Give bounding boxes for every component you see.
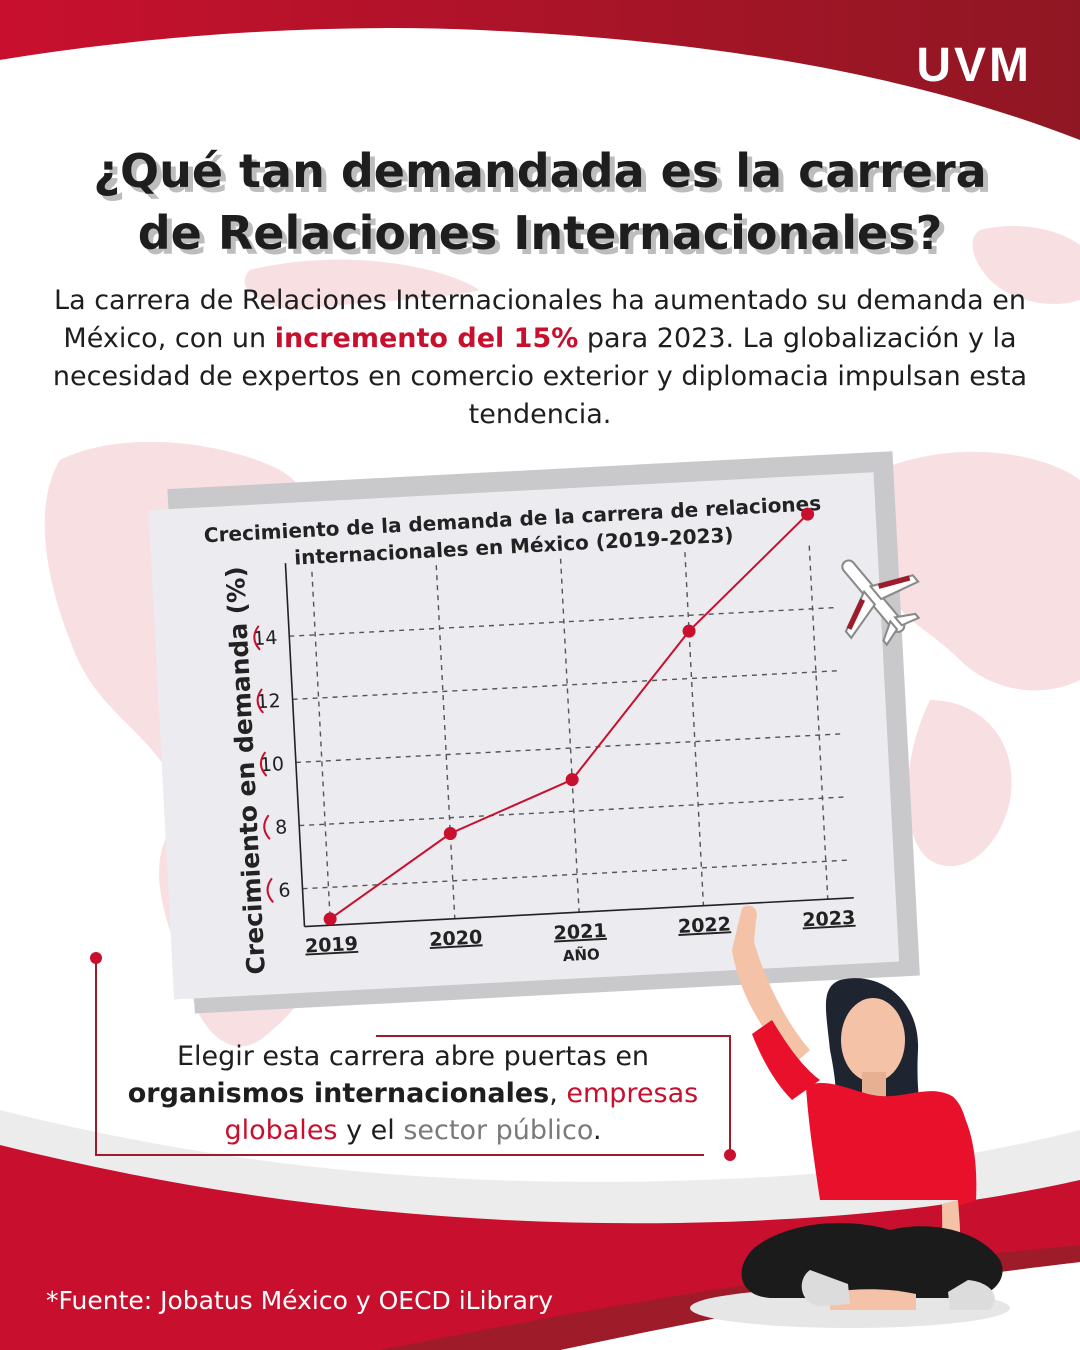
y-tick-bracket-8 xyxy=(263,814,271,840)
callout-red: empresas globales xyxy=(224,1078,699,1146)
y-tick-label-12: 12 xyxy=(256,690,281,713)
y-tick-bracket-14 xyxy=(253,625,261,651)
grid-line-x-2020 xyxy=(435,565,456,919)
grid-line-y-6 xyxy=(302,859,852,890)
callout-line-1: Elegir esta carrera abre puertas en xyxy=(176,1041,650,1072)
woman-pointing-illustration xyxy=(690,905,1010,1328)
grid-line-y-10 xyxy=(295,732,846,764)
data-point-2023 xyxy=(801,507,815,521)
y-axis-line xyxy=(284,563,306,927)
data-point-2022 xyxy=(682,624,696,638)
source-footnote: *Fuente: Jobatus México y OECD iLibrary xyxy=(46,1286,554,1315)
uvm-logo: UVM xyxy=(916,39,1032,92)
y-tick-label-14: 14 xyxy=(253,627,278,650)
grid-line-x-2022 xyxy=(684,552,705,906)
callout-end: . xyxy=(592,1115,602,1146)
x-tick-label-2023: 2023 xyxy=(802,907,856,932)
y-tick-bracket-12 xyxy=(256,688,265,714)
x-tick-label-2021: 2021 xyxy=(553,920,607,945)
x-axis-line xyxy=(304,897,854,928)
intro-highlight: incremento del 15% xyxy=(274,323,579,354)
callout-sep-1: , xyxy=(549,1078,567,1109)
callout-bold: organismos internacionales xyxy=(127,1078,550,1109)
y-tick-bracket-10 xyxy=(259,751,268,777)
top-swoosh xyxy=(0,0,1080,140)
data-point-2019 xyxy=(323,912,337,926)
intro-text-before: La carrera de Relaciones Internacionales… xyxy=(54,285,1026,354)
grid-line-x-2023 xyxy=(808,545,829,900)
chart-card-paper xyxy=(148,472,900,1000)
data-point-2021 xyxy=(565,773,579,787)
grid-line-y-12 xyxy=(292,669,842,701)
grid-line-x-2021 xyxy=(559,558,580,913)
intro-text-after: para 2023. La globalización y la necesid… xyxy=(52,323,1028,430)
x-tick-label-2019: 2019 xyxy=(305,933,359,958)
y-tick-label-10: 10 xyxy=(259,753,284,776)
grid-line-x-2019 xyxy=(311,571,332,926)
x-tick-label-2022: 2022 xyxy=(678,913,732,938)
x-tick-label-2020: 2020 xyxy=(429,926,483,951)
y-tick-label-8: 8 xyxy=(275,816,288,839)
top-white-wave xyxy=(0,35,1080,176)
page-title: ¿Qué tan demandada es la carrera de Rela… xyxy=(20,140,1060,264)
y-tick-bracket-6 xyxy=(266,877,274,903)
callout-sep-2: y el xyxy=(337,1115,404,1146)
airplane-icon xyxy=(841,559,921,647)
title-line-1: ¿Qué tan demandada es la carrera xyxy=(93,144,987,198)
chart-plot: 6 8 10 12 14 2019 2020 2021 2022 2023 AÑO xyxy=(253,507,856,965)
y-tick-label-6: 6 xyxy=(278,879,291,902)
data-point-2020 xyxy=(443,827,457,841)
callout-gray: sector público xyxy=(403,1115,593,1146)
intro-paragraph: La carrera de Relaciones Internacionales… xyxy=(40,282,1040,434)
x-axis-label: AÑO xyxy=(562,944,600,965)
callout-text: Elegir esta carrera abre puertas en orga… xyxy=(100,1038,726,1149)
title-line-2: de Relaciones Internacionales? xyxy=(137,206,943,260)
